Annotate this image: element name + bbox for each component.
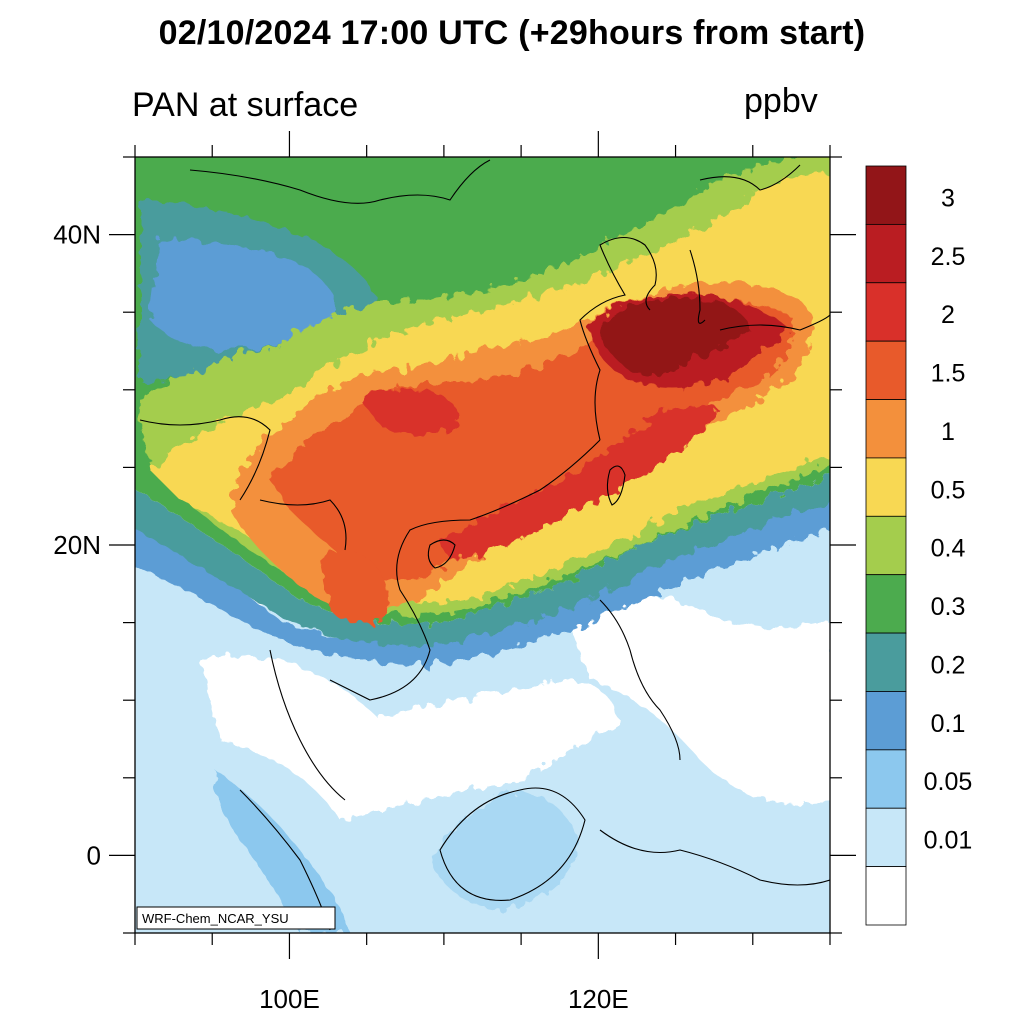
colorbar-swatch	[865, 866, 907, 926]
colorbar-swatch	[865, 574, 907, 634]
colorbar-swatch	[865, 691, 907, 751]
model-tag: WRF-Chem_NCAR_YSU	[142, 911, 289, 926]
variable-label: PAN at surface	[132, 86, 359, 124]
lon-label: 120E	[568, 984, 629, 1014]
colorbar-level-label: 0.2	[931, 651, 966, 679]
colorbar-swatch	[865, 340, 907, 400]
colorbar-level-label: 0.05	[924, 768, 973, 796]
colorbar-swatch	[865, 807, 907, 868]
colorbar-swatch	[865, 223, 907, 284]
model-tag-box	[136, 906, 336, 930]
lon-label: 100E	[259, 984, 320, 1014]
lat-label: 0	[87, 840, 101, 870]
coastlines	[139, 159, 830, 931]
units-label: ppbv	[744, 82, 818, 120]
colorbar-swatch	[865, 749, 907, 809]
lat-label: 40N	[53, 220, 101, 250]
colorbar-level-label: 0.01	[924, 827, 973, 855]
colorbar-level-label: 1.5	[931, 360, 966, 388]
colorbar-level-label: 0.4	[931, 535, 966, 563]
colorbar-swatch	[865, 399, 907, 459]
colorbar-swatch	[865, 282, 907, 342]
colorbar-level-label: 0.1	[931, 710, 966, 738]
colorbar-level-label: 2	[941, 301, 955, 329]
colorbar-swatch	[865, 165, 907, 225]
colorbar-level-label: 0.5	[931, 476, 966, 504]
axis-ticks	[109, 131, 856, 959]
lat-label: 20N	[53, 530, 101, 560]
colorbar-swatch	[865, 515, 907, 576]
colorbar-swatch	[865, 457, 907, 517]
colorbar-level-label: 0.3	[931, 593, 966, 621]
colorbar: 3 2.5 2 1.5 1 0.5 0.4 0.3 0.2 0.1 0.05 0.01	[865, 165, 973, 926]
colorbar-swatch	[865, 632, 907, 692]
map-title: 02/10/2024 17:00 UTC (+29hours from star…	[158, 14, 866, 52]
axis-tick-labels: 40N 20N 0 100E 120E	[53, 220, 628, 1014]
colorbar-level-label: 1	[941, 418, 955, 446]
colorbar-level-label: 3	[941, 184, 955, 212]
colorbar-level-label: 2.5	[931, 243, 966, 271]
concentration-field	[135, 157, 830, 933]
